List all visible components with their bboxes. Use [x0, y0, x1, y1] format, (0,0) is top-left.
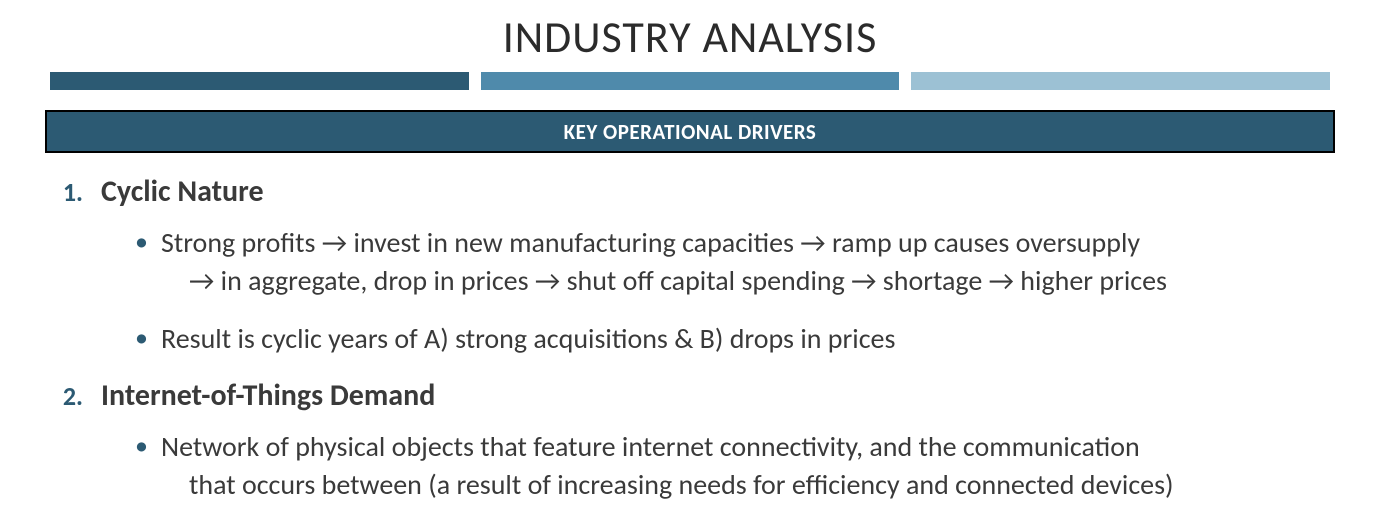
drivers-list: 1. Cyclic Nature Strong profits → invest… [55, 173, 1325, 504]
driver-item: 2. Internet-of-Things Demand Network of … [55, 377, 1325, 504]
content-area: 1. Cyclic Nature Strong profits → invest… [0, 173, 1380, 504]
bullet-text: Strong profits → invest in new manufactu… [161, 225, 1140, 260]
driver-item: 1. Cyclic Nature Strong profits → invest… [55, 173, 1325, 357]
driver-heading: 2. Internet-of-Things Demand [55, 377, 1325, 414]
driver-number: 2. [55, 380, 83, 412]
driver-heading: 1. Cyclic Nature [55, 173, 1325, 210]
bullet-text: Result is cyclic years of A) strong acqu… [161, 321, 895, 356]
driver-label: Internet-of-Things Demand [101, 377, 435, 414]
section-banner: KEY OPERATIONAL DRIVERS [45, 110, 1335, 153]
bullet-item: Strong profits → invest in new manufactu… [135, 224, 1325, 300]
accent-bars [0, 72, 1380, 110]
accent-bar-3 [911, 72, 1330, 90]
driver-bullets: Network of physical objects that feature… [55, 428, 1325, 504]
bullet-item: Network of physical objects that feature… [135, 428, 1325, 504]
bullet-text: Network of physical objects that feature… [161, 429, 1140, 464]
accent-bar-2 [481, 72, 900, 90]
driver-number: 1. [55, 176, 83, 208]
bullet-item: Result is cyclic years of A) strong acqu… [135, 320, 1325, 358]
section-banner-wrap: KEY OPERATIONAL DRIVERS [0, 110, 1380, 173]
slide-title: INDUSTRY ANALYSIS [0, 0, 1380, 72]
driver-label: Cyclic Nature [101, 173, 264, 210]
bullet-text-cont: that occurs between (a result of increas… [161, 466, 1325, 504]
bullet-text-cont: → in aggregate, drop in prices → shut of… [161, 262, 1325, 300]
accent-bar-1 [50, 72, 469, 90]
slide: INDUSTRY ANALYSIS KEY OPERATIONAL DRIVER… [0, 0, 1380, 514]
driver-bullets: Strong profits → invest in new manufactu… [55, 224, 1325, 357]
